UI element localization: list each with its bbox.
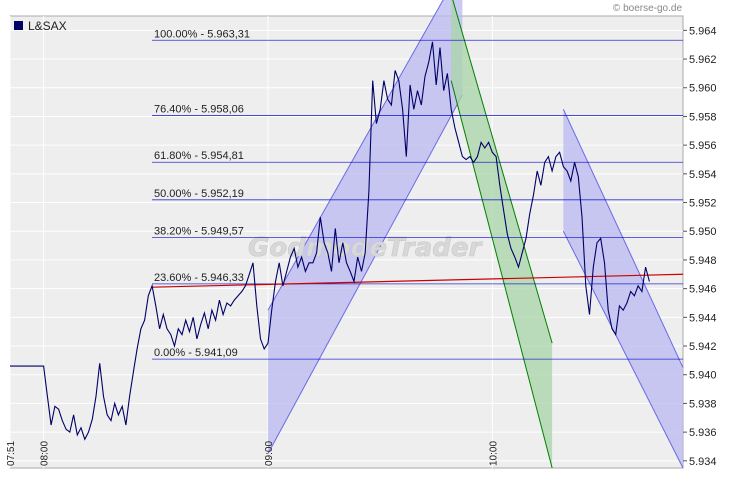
y-tick-label: 5.954: [689, 169, 717, 181]
y-tick-label: 5.958: [689, 111, 717, 123]
fib-label: 61.80% - 5.954,81: [154, 150, 244, 162]
channel-green-1: [451, 0, 553, 468]
y-tick-label: 5.944: [689, 312, 717, 324]
y-tick-label: 5.950: [689, 226, 717, 238]
x-axis: 07:51 08:00 09:00 10:00: [6, 441, 499, 466]
y-tick-label: 5.940: [689, 370, 717, 382]
legend-label: L&SAX: [28, 19, 67, 33]
legend: L&SAX: [14, 19, 67, 33]
fib-label: 76.40% - 5.958,06: [154, 104, 244, 116]
y-tick-label: 5.964: [689, 25, 717, 37]
y-tick-label: 5.936: [689, 427, 717, 439]
y-tick-label: 5.938: [689, 398, 717, 410]
trend-line: [152, 273, 684, 288]
legend-swatch: [14, 21, 23, 30]
fib-label: 0.00% - 5.941,09: [154, 347, 238, 359]
channel-lower-line: [267, 94, 463, 454]
y-tick-label: 5.956: [689, 140, 717, 152]
channel-blue-0: [267, 0, 463, 454]
x-tick-label: 09:00: [264, 441, 275, 466]
price-series-line: [10, 41, 650, 441]
channel-blue-2: [563, 109, 683, 469]
x-tick-label: 07:51: [6, 441, 17, 466]
trend-channels: [267, 0, 684, 469]
y-axis: 5.964 5.962 5.960 5.958 5.956 5.954 5.952 5.950…: [683, 25, 717, 468]
source-credit: © boerse-go.de: [613, 3, 683, 14]
x-tick-label: 08:00: [40, 441, 51, 466]
y-tick-label: 5.934: [689, 456, 717, 468]
x-tick-label: 10:00: [488, 441, 499, 466]
channel-upper-line: [562, 109, 684, 368]
fib-label: 38.20% - 5.949,57: [154, 225, 244, 237]
fibonacci-levels: 100.00% - 5.963,31 76.40% - 5.958,06 61.80…: [152, 28, 683, 360]
y-tick-label: 5.948: [689, 255, 717, 267]
y-tick-label: 5.960: [689, 83, 717, 95]
y-tick-label: 5.946: [689, 284, 717, 296]
fib-label: 50.00% - 5.952,19: [154, 188, 244, 200]
y-tick-label: 5.962: [689, 54, 717, 66]
channel-upper-line: [267, 0, 444, 311]
channel-upper-line: [452, 0, 553, 344]
fib-label: 100.00% - 5.963,31: [154, 28, 250, 40]
fib-label: 23.60% - 5.946,33: [154, 272, 244, 284]
y-tick-label: 5.952: [689, 198, 717, 210]
channel-lower-line: [562, 231, 684, 469]
y-tick-label: 5.942: [689, 341, 717, 353]
channel-lower-line: [450, 80, 553, 469]
